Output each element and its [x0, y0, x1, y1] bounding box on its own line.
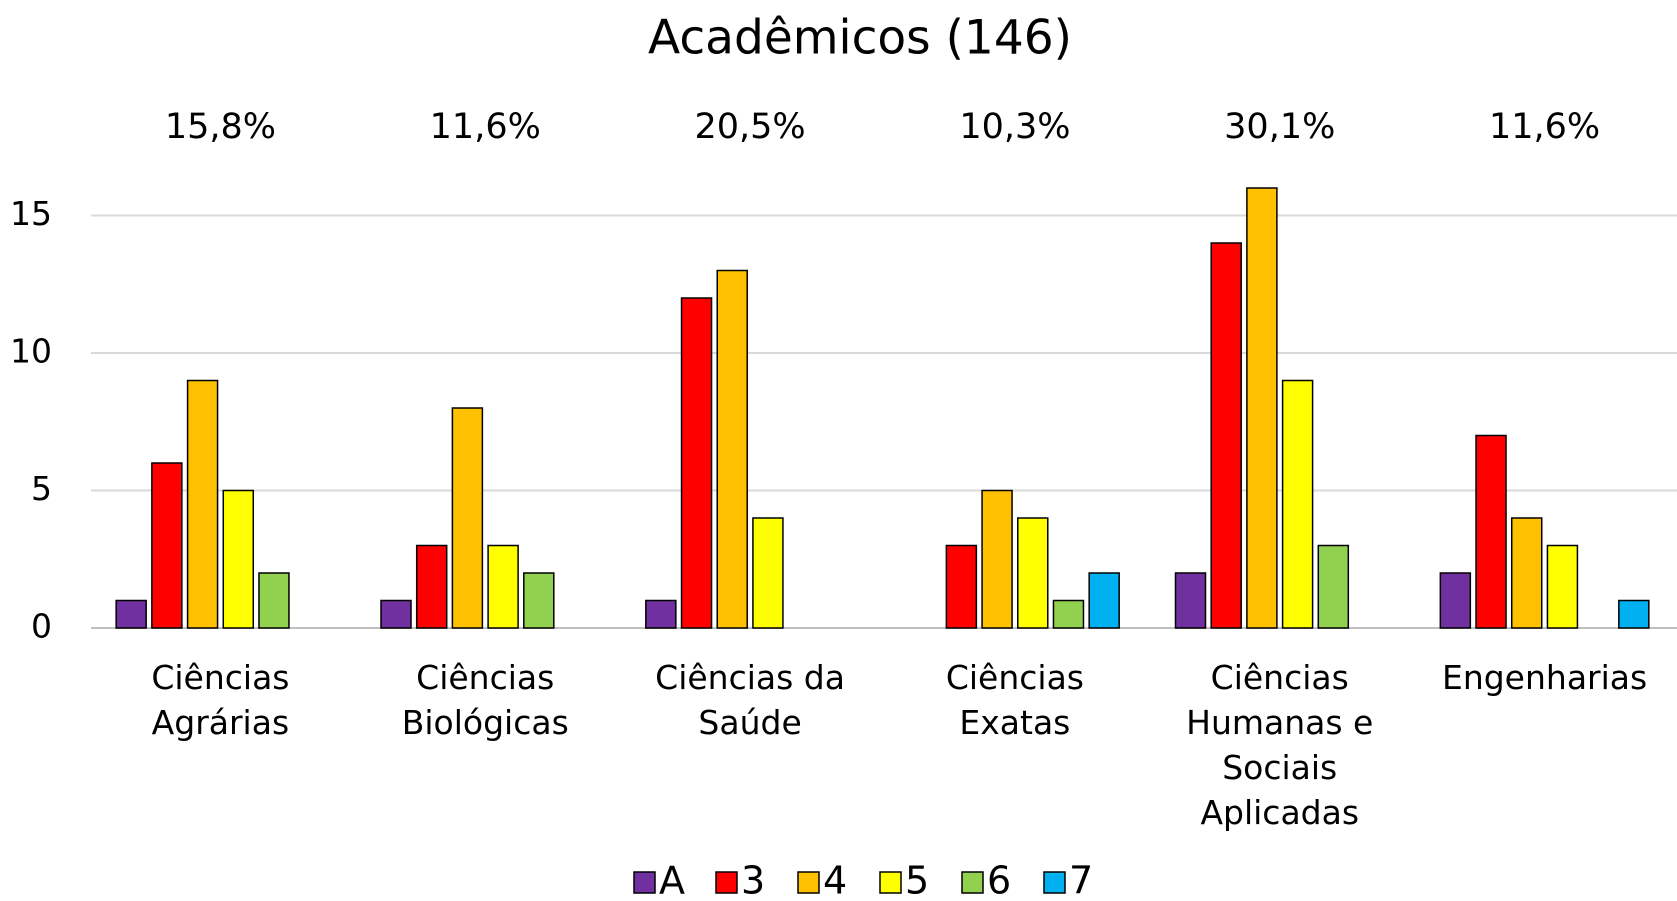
y-tick-label: 0 — [31, 607, 52, 646]
bar — [981, 489, 1013, 629]
bar — [645, 599, 677, 629]
legend-swatch — [715, 871, 738, 894]
bar — [1317, 544, 1350, 629]
bar — [1017, 517, 1049, 629]
bar — [1475, 434, 1507, 629]
bar — [380, 599, 412, 629]
x-tick-label: Ciências Exatas — [945, 658, 1084, 742]
x-tick-label: Ciências Biológicas — [401, 658, 569, 742]
group-percent-label: 10,3% — [959, 107, 1070, 147]
x-tick-label: Ciências Humanas e Sociais Aplicadas — [1186, 658, 1374, 832]
legend-label: 4 — [823, 859, 847, 901]
bar — [1052, 599, 1085, 629]
group-percent-label: 30,1% — [1224, 107, 1335, 147]
bar — [752, 517, 784, 629]
legend-swatch — [797, 871, 820, 894]
legend-swatch — [633, 871, 656, 894]
y-tick-label: 5 — [31, 469, 52, 508]
group-percent-label: 11,6% — [430, 107, 541, 147]
legend-swatch — [961, 871, 984, 894]
legend-label: 5 — [905, 859, 929, 901]
bar — [1174, 572, 1207, 629]
x-tick-label: Ciências Agrárias — [151, 658, 290, 742]
y-tick-label: 10 — [10, 332, 52, 371]
legend-label: 6 — [987, 859, 1011, 901]
bar — [415, 544, 448, 629]
bar — [523, 572, 555, 629]
legend-label: A — [659, 859, 685, 901]
bar — [487, 544, 519, 629]
bar — [1210, 242, 1242, 629]
bar — [945, 544, 978, 629]
group-percent-label: 20,5% — [694, 107, 805, 147]
bar — [258, 572, 290, 629]
bar — [1618, 599, 1650, 629]
bar — [1439, 572, 1472, 629]
x-tick-label: Ciências da Saúde — [655, 658, 845, 742]
x-tick-label: Engenharias — [1441, 658, 1648, 697]
bar — [151, 462, 183, 629]
bar — [115, 599, 147, 629]
legend-label: 7 — [1069, 859, 1093, 901]
bar — [1088, 572, 1120, 629]
bar — [1246, 187, 1278, 629]
bar — [1510, 517, 1543, 629]
bar — [680, 297, 713, 629]
bar — [716, 269, 748, 629]
bar — [186, 379, 219, 629]
bar — [1281, 379, 1314, 629]
bar — [222, 489, 255, 629]
chart-title: Acadêmicos (146) — [648, 11, 1072, 66]
bar — [1546, 544, 1579, 629]
bar — [451, 407, 484, 629]
group-percent-label: 15,8% — [165, 107, 276, 147]
group-percent-label: 11,6% — [1489, 107, 1600, 147]
legend-swatch — [879, 871, 902, 894]
legend-label: 3 — [741, 859, 765, 901]
y-tick-label: 15 — [10, 194, 52, 233]
legend-swatch — [1043, 871, 1066, 894]
